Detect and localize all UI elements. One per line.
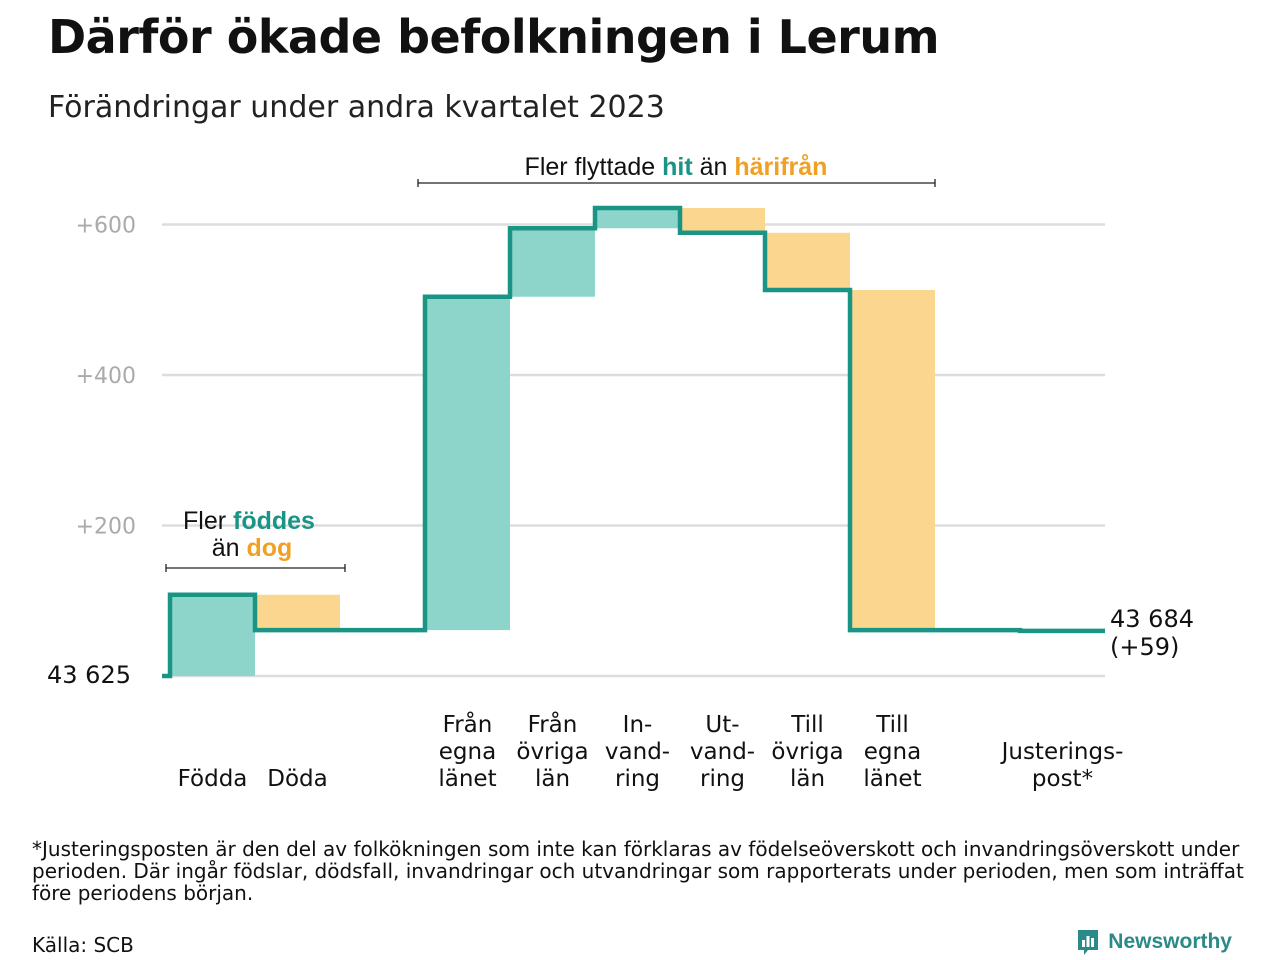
y-tick-label: +400 [76,364,136,389]
waterfall-bar [680,207,765,233]
category-label: egna [439,739,496,765]
waterfall-bar [510,228,595,297]
end-change-label: (+59) [1110,633,1179,661]
category-label: län [790,766,825,792]
category-label: In- [623,712,653,738]
end-value-label: 43 684 [1110,605,1194,633]
births-annotation-line2: än dog [212,534,293,562]
moves-middle: än [693,153,735,181]
category-label: Ut- [705,712,739,738]
category-label: ring [700,766,745,792]
step-line [162,205,1105,679]
moves-highlight-out: härifrån [734,153,827,181]
bars [170,207,1105,676]
births-prefix: Fler [183,507,233,535]
births-middle: än [212,534,247,562]
category-label: Justerings- [1000,739,1124,765]
moves-highlight-in: hit [662,153,693,181]
footnote: *Justeringsposten är den del av folkökni… [32,837,1244,905]
births-highlight: föddes [233,507,315,535]
category-label: Till [790,712,824,738]
category-label: Från [528,710,578,738]
waterfall-bar [765,232,850,290]
category-label: vand- [605,739,670,765]
category-label: ring [615,766,660,792]
category-label: länet [438,766,496,792]
category-label: län [535,766,570,792]
moves-bracket [417,179,936,187]
category-label: Döda [267,766,327,792]
brand-logo[interactable]: Newsworthy [1076,928,1232,956]
births-annotation-line1: Fler föddes [183,507,315,535]
category-label: Till [875,712,909,738]
source-label: Källa: SCB [32,933,134,957]
deaths-highlight: dog [246,534,292,562]
chart-subtitle: Förändringar under andra kvartalet 2023 [48,90,665,125]
waterfall-bar [255,594,340,631]
category-label: egna [864,739,921,765]
category-label: länet [863,766,921,792]
y-tick-label: +200 [76,515,136,540]
births-bracket [165,564,346,572]
category-label: post* [1032,766,1093,792]
waterfall-bar [850,289,935,631]
category-label: Födda [178,766,248,792]
category-label: Från [443,710,493,738]
category-label: övriga [771,739,843,765]
category-label: vand- [690,739,755,765]
waterfall-bar [595,207,680,229]
brand-name: Newsworthy [1108,930,1232,953]
baseline-label: 43 625 [47,661,131,689]
step-line-group [162,205,1105,679]
chart-title: Därför ökade befolkningen i Lerum [48,10,940,64]
moves-prefix: Fler flyttade [525,153,663,181]
waterfall-bar [170,594,255,676]
category-label: övriga [516,739,588,765]
moves-annotation: Fler flyttade hit än härifrån [525,153,828,181]
newsworthy-logo-icon [1078,930,1099,955]
y-tick-label: +600 [76,214,136,239]
waterfall-bar [425,296,510,631]
